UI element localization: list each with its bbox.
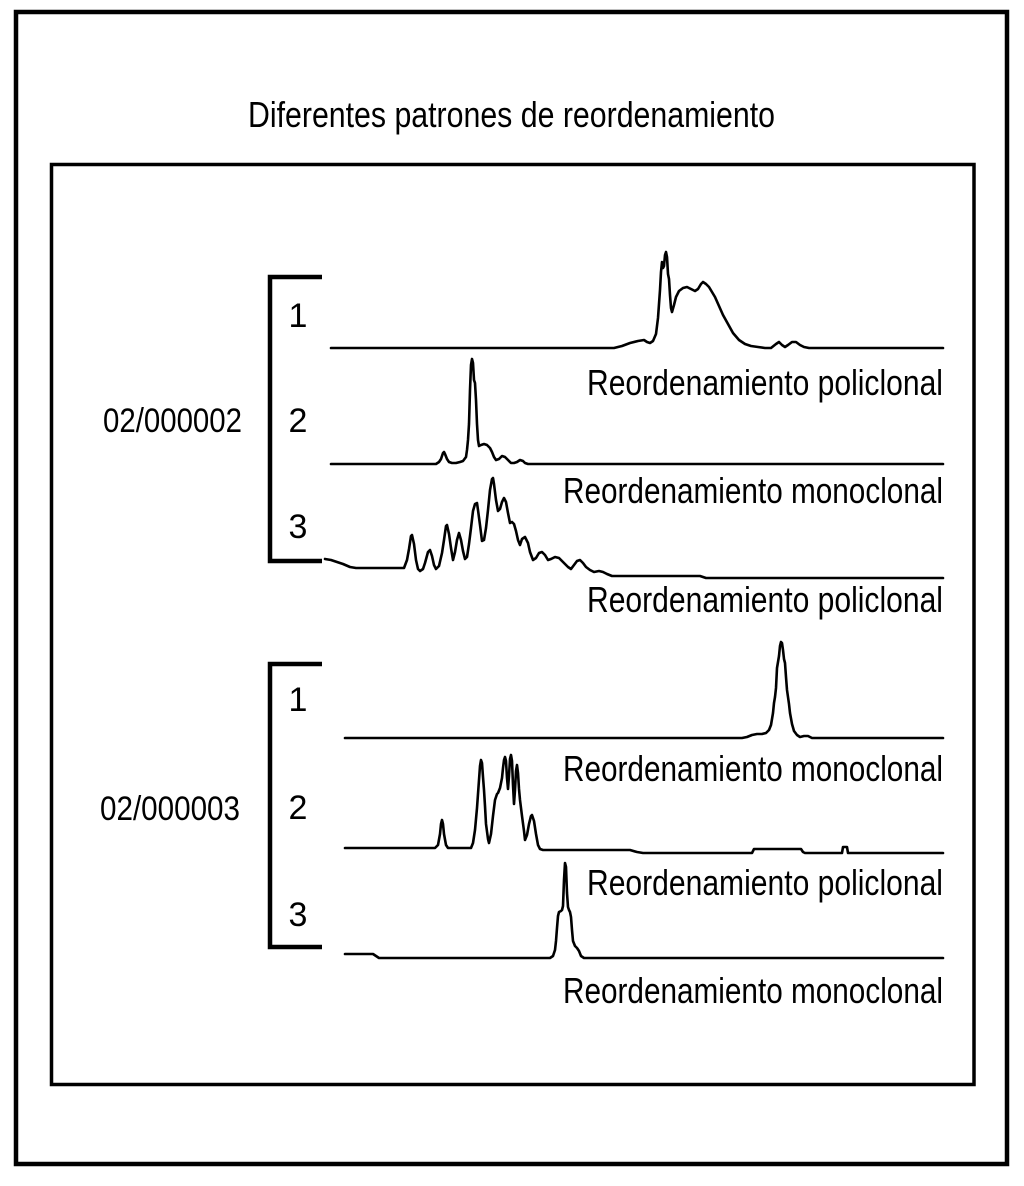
- group-2-bracket: [267, 661, 322, 950]
- group-2-trace-1-monoclonal-curve: [343, 640, 945, 740]
- group-1-trace-2-label: Reordenamiento monoclonal: [563, 470, 943, 511]
- group-2-id: 02/000003: [100, 790, 240, 828]
- group-1-trace-3-polyclonal-curve: [323, 476, 945, 580]
- group-2-trace-3-label: Reordenamiento monoclonal: [563, 970, 943, 1011]
- group-2-lane-1-number: 1: [289, 681, 308, 719]
- group-2-lane-3-number: 3: [289, 896, 308, 934]
- group-2-trace-1-label: Reordenamiento monoclonal: [563, 748, 943, 789]
- group-2-trace-3-monoclonal-curve: [343, 861, 945, 960]
- group-1-lane-1-number: 1: [289, 297, 308, 335]
- group-1-trace-3-label: Reordenamiento policlonal: [587, 579, 943, 620]
- group-1-trace-2-monoclonal-curve: [329, 357, 945, 466]
- outer-border: [13, 9, 1010, 1167]
- group-1-id: 02/000002: [103, 402, 242, 440]
- inner-panel-border: [49, 162, 976, 1087]
- group-1-trace-1-polyclonal-curve: [329, 250, 945, 350]
- group-2-lane-2-number: 2: [289, 789, 308, 827]
- sample-group-1: 02/000002 1 2 3 Reordenamiento policlona…: [103, 250, 945, 620]
- group-2-trace-2-polyclonal-curve: [343, 753, 945, 855]
- group-2-trace-2-label: Reordenamiento policlonal: [587, 862, 943, 903]
- group-1-lane-3-number: 3: [289, 508, 308, 546]
- group-1-lane-2-number: 2: [289, 402, 308, 440]
- figure-title: Diferentes patrones de reordenamiento: [248, 94, 775, 135]
- sample-group-2: 02/000003 1 2 3 Reordenamiento monoclona…: [100, 640, 945, 1011]
- group-1-bracket: [267, 274, 322, 564]
- group-1-trace-1-label: Reordenamiento policlonal: [587, 362, 943, 403]
